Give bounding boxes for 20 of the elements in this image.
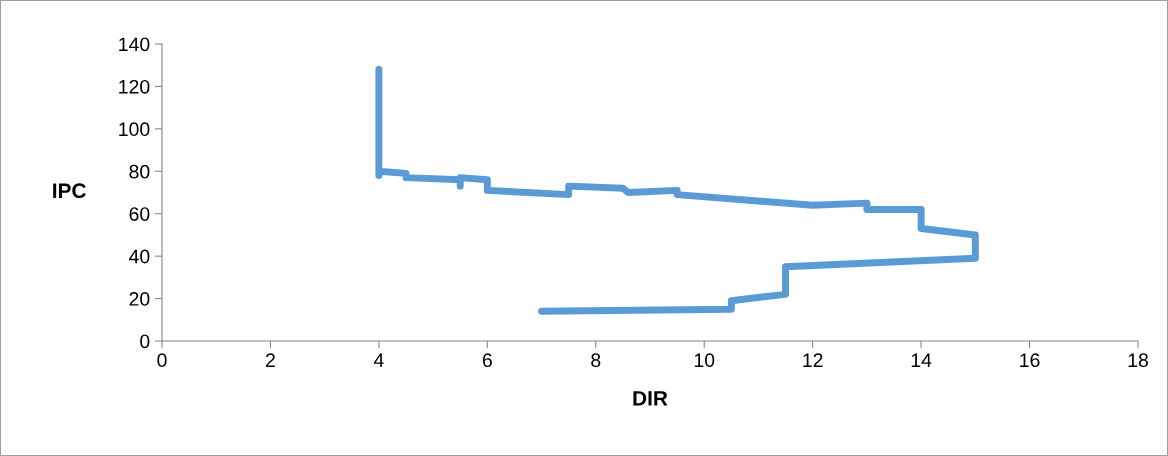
y-tick-label: 60 (129, 207, 150, 221)
x-tick-label: 16 (1020, 353, 1040, 368)
y-tick-label: 100 (119, 122, 150, 137)
x-tick-label: 8 (591, 353, 601, 368)
y-tick-label: 0 (140, 334, 150, 349)
x-axis-title: DIR (633, 391, 668, 406)
x-tick-label: 4 (373, 353, 384, 367)
x-tick-label: 2 (266, 353, 275, 367)
x-tick-label: 14 (911, 353, 932, 367)
y-tick-label: 140 (119, 37, 150, 52)
y-tick-label: 40 (129, 249, 150, 264)
y-axis-title: IPC (53, 183, 86, 199)
x-tick-label: 6 (482, 353, 492, 368)
y-tick-label: 120 (119, 79, 150, 94)
x-tick-label: 18 (1128, 353, 1148, 368)
y-tick-label: 80 (129, 164, 150, 179)
x-tick-label: 0 (157, 353, 167, 368)
x-tick-label: 10 (694, 353, 715, 368)
x-tick-label: 12 (803, 353, 823, 367)
y-tick-label: 20 (129, 292, 150, 306)
